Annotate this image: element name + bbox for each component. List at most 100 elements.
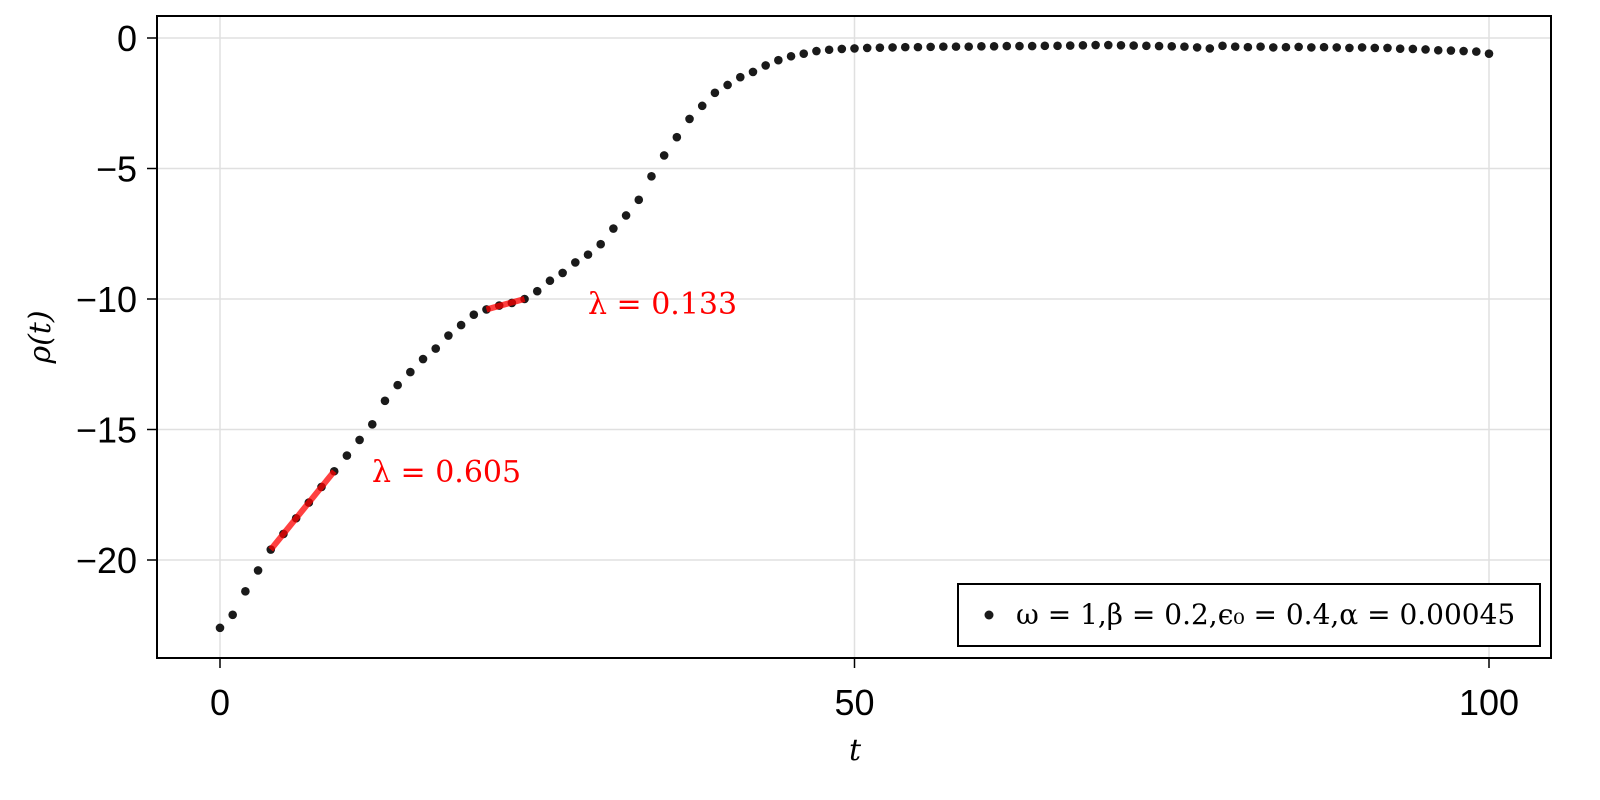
data-point bbox=[634, 195, 644, 205]
data-point bbox=[469, 310, 479, 319]
data-point bbox=[964, 42, 974, 51]
data-point bbox=[558, 268, 567, 278]
data-point bbox=[761, 61, 770, 70]
data-point bbox=[824, 45, 834, 55]
data-point bbox=[647, 172, 656, 181]
data-point bbox=[1091, 40, 1100, 50]
data-point bbox=[380, 396, 390, 406]
data-point bbox=[1027, 41, 1037, 51]
data-point bbox=[444, 331, 453, 340]
plot-frame bbox=[156, 15, 1552, 659]
data-point bbox=[1230, 42, 1240, 51]
data-point bbox=[977, 42, 986, 51]
fit-annotation-1: λ = 0.605 bbox=[372, 455, 521, 490]
data-point bbox=[1294, 42, 1303, 52]
data-point bbox=[799, 49, 809, 58]
data-point bbox=[583, 250, 593, 259]
data-point bbox=[1268, 43, 1278, 52]
data-point bbox=[1395, 44, 1405, 54]
data-point bbox=[1142, 41, 1151, 51]
axis-ticks: 0 50 100 0 −5 −10 −15 −20 bbox=[76, 18, 1519, 723]
y-axis-label: ρ(t) bbox=[23, 310, 58, 364]
data-point bbox=[786, 51, 796, 61]
data-point bbox=[532, 286, 542, 296]
data-point bbox=[1002, 41, 1012, 51]
x-tick-label: 0 bbox=[210, 682, 230, 723]
data-point bbox=[1040, 41, 1050, 51]
data-point bbox=[1408, 44, 1418, 54]
data-point bbox=[837, 44, 847, 54]
data-point bbox=[609, 224, 618, 233]
data-point bbox=[1433, 45, 1443, 55]
data-point bbox=[571, 258, 580, 267]
fit-lines bbox=[268, 296, 526, 552]
data-point bbox=[215, 623, 225, 633]
data-point bbox=[748, 67, 758, 77]
data-point bbox=[1421, 45, 1430, 54]
y-tick-label: −10 bbox=[76, 279, 137, 320]
fit-line bbox=[485, 296, 526, 313]
fit-annotation-2: λ = 0.133 bbox=[588, 287, 737, 322]
data-point bbox=[1192, 43, 1202, 52]
grid-lines bbox=[157, 16, 1551, 658]
data-point bbox=[1167, 42, 1177, 51]
data-point bbox=[1129, 41, 1138, 50]
data-point bbox=[1357, 43, 1367, 52]
data-point bbox=[723, 80, 732, 90]
data-point bbox=[1154, 41, 1164, 51]
legend-marker-icon bbox=[984, 610, 994, 620]
data-point bbox=[228, 610, 237, 620]
data-point bbox=[1104, 40, 1113, 50]
y-tick-label: −20 bbox=[76, 540, 137, 581]
data-point bbox=[939, 42, 948, 51]
data-point bbox=[875, 43, 885, 52]
data-point bbox=[1370, 43, 1380, 53]
data-points bbox=[215, 40, 1494, 633]
x-axis-label: t bbox=[849, 733, 862, 768]
data-point bbox=[888, 43, 897, 52]
data-point bbox=[697, 101, 707, 111]
data-point bbox=[393, 380, 402, 390]
data-point bbox=[1459, 46, 1468, 56]
data-point bbox=[1484, 49, 1494, 58]
data-point bbox=[342, 451, 352, 460]
data-point bbox=[1446, 46, 1456, 55]
data-point bbox=[850, 44, 859, 53]
x-tick-label: 100 bbox=[1459, 682, 1519, 723]
data-point bbox=[862, 43, 872, 53]
data-point bbox=[355, 435, 364, 445]
fit-line bbox=[268, 469, 337, 552]
data-point bbox=[1243, 42, 1253, 52]
data-point bbox=[545, 276, 555, 286]
data-point bbox=[1205, 44, 1215, 53]
data-point bbox=[1015, 41, 1024, 51]
data-point bbox=[951, 42, 961, 51]
data-point bbox=[253, 566, 263, 575]
data-point bbox=[812, 46, 821, 56]
data-point bbox=[1281, 42, 1291, 52]
data-point bbox=[735, 72, 745, 82]
data-point bbox=[418, 354, 428, 364]
data-point bbox=[1472, 47, 1481, 56]
data-point bbox=[926, 42, 935, 52]
data-point bbox=[1383, 43, 1392, 53]
data-point bbox=[1065, 41, 1075, 50]
x-tick-label: 50 bbox=[834, 682, 874, 723]
legend-entry: ω = 1,β = 0.2,ϵ₀ = 0.4,α = 0.00045 bbox=[1016, 598, 1515, 631]
y-tick-label: −5 bbox=[96, 149, 137, 190]
data-point bbox=[774, 55, 783, 65]
data-point bbox=[685, 114, 694, 124]
data-point bbox=[989, 42, 999, 51]
data-point bbox=[406, 367, 415, 377]
data-point bbox=[1180, 42, 1189, 51]
data-point bbox=[241, 587, 250, 596]
data-point bbox=[1053, 41, 1062, 51]
data-point bbox=[710, 88, 720, 98]
data-point bbox=[1307, 43, 1316, 52]
data-point bbox=[1218, 41, 1227, 51]
data-point bbox=[672, 132, 682, 142]
data-point bbox=[659, 151, 669, 160]
legend: ω = 1,β = 0.2,ϵ₀ = 0.4,α = 0.00045 bbox=[957, 583, 1541, 647]
